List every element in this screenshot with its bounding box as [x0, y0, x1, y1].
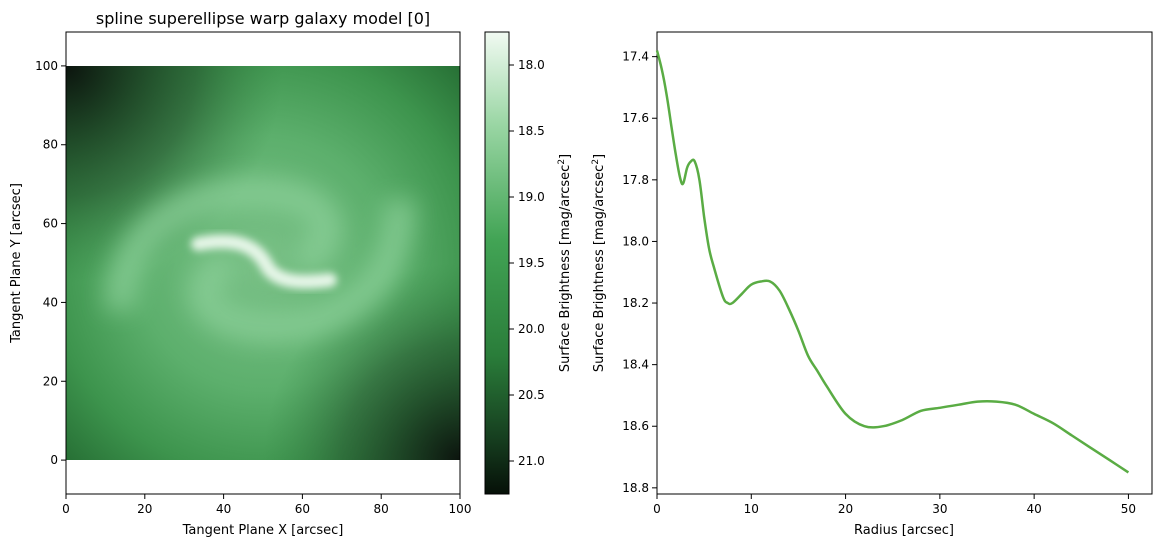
- profile-y-tick-label: 17.4: [622, 50, 649, 64]
- image-y-tick-label: 100: [35, 59, 58, 73]
- image-x-tick-label: 80: [374, 502, 389, 516]
- profile-y-tick-label: 18.2: [622, 296, 649, 310]
- profile-x-tick-label: 20: [838, 502, 853, 516]
- colorbar-gradient: [485, 32, 509, 494]
- colorbar-tick-label: 19.5: [518, 256, 545, 270]
- profile-x-ticks: 0 10 20 30 40 50: [653, 494, 1136, 516]
- profile-x-tick-label: 50: [1121, 502, 1136, 516]
- profile-y-tick-label: 18.6: [622, 419, 649, 433]
- image-y-axis-label: Tangent Plane Y [arcsec]: [9, 183, 24, 344]
- colorbar: 18.0 18.5 19.0 19.5 20.0 20.5 21.0 Surface Bri…: [484, 31, 573, 495]
- image-y-tick-label: 80: [43, 138, 58, 152]
- image-y-tick-label: 60: [43, 217, 58, 231]
- galaxy-image-panel: spline superellipse warp galaxy model [0…: [9, 9, 471, 538]
- profile-y-label-sup: 2: [591, 159, 601, 165]
- profile-y-ticks: 17.4 17.6 17.8 18.0 18.2 18.4 18.6 18.8: [622, 50, 657, 495]
- image-x-tick-label: 100: [449, 502, 472, 516]
- image-x-tick-label: 0: [62, 502, 70, 516]
- profile-x-tick-label: 40: [1027, 502, 1042, 516]
- image-y-tick-label: 40: [43, 295, 58, 309]
- image-x-tick-label: 40: [216, 502, 231, 516]
- profile-y-tick-label: 17.8: [622, 173, 649, 187]
- colorbar-label-end: ]: [558, 154, 573, 159]
- colorbar-tick-label: 20.5: [518, 388, 545, 402]
- profile-y-label-main: Surface Brightness [mag/arcsec: [592, 165, 607, 372]
- colorbar-tick-label: 18.0: [518, 58, 545, 72]
- colorbar-tick-label: 18.5: [518, 124, 545, 138]
- colorbar-label-sup: 2: [557, 159, 567, 165]
- profile-x-tick-label: 30: [932, 502, 947, 516]
- colorbar-tick-label: 21.0: [518, 454, 545, 468]
- colorbar-label-main: Surface Brightness [mag/arcsec: [558, 165, 573, 372]
- image-x-ticks: 0 20 40 60 80 100: [62, 494, 471, 516]
- image-axes-frame: [65, 31, 461, 495]
- image-y-ticks: 0 20 40 60 80 100: [35, 59, 66, 467]
- image-x-tick-label: 60: [295, 502, 310, 516]
- profile-y-tick-label: 18.8: [622, 481, 649, 495]
- profile-x-tick-label: 0: [653, 502, 661, 516]
- profile-y-tick-label: 17.6: [622, 111, 649, 125]
- colorbar-ticks: 18.0 18.5 19.0 19.5 20.0 20.5 21.0: [509, 58, 545, 468]
- profile-x-tick-label: 10: [744, 502, 759, 516]
- profile-line: [655, 50, 1130, 474]
- image-y-tick-label: 20: [43, 374, 58, 388]
- colorbar-tick-label: 20.0: [518, 322, 545, 336]
- profile-y-tick-label: 18.0: [622, 234, 649, 248]
- profile-axes-frame: [656, 31, 1153, 495]
- profile-y-axis-label: Surface Brightness [mag/arcsec2]: [591, 154, 607, 372]
- image-x-tick-label: 20: [137, 502, 152, 516]
- galaxy-image: [66, 66, 460, 460]
- colorbar-tick-label: 19.0: [518, 190, 545, 204]
- image-y-tick-label: 0: [50, 453, 58, 467]
- image-x-axis-label: Tangent Plane X [arcsec]: [182, 523, 344, 538]
- profile-y-label-end: ]: [592, 154, 607, 159]
- profile-x-axis-label: Radius [arcsec]: [854, 523, 954, 538]
- profile-y-tick-label: 18.4: [622, 358, 649, 372]
- profile-panel: 0 10 20 30 40 50 17.4 17.6 17.8 18.0 18.2 18.4 18.6…: [591, 31, 1153, 538]
- image-title: spline superellipse warp galaxy model [0…: [96, 9, 430, 28]
- colorbar-label: Surface Brightness [mag/arcsec2]: [557, 154, 573, 372]
